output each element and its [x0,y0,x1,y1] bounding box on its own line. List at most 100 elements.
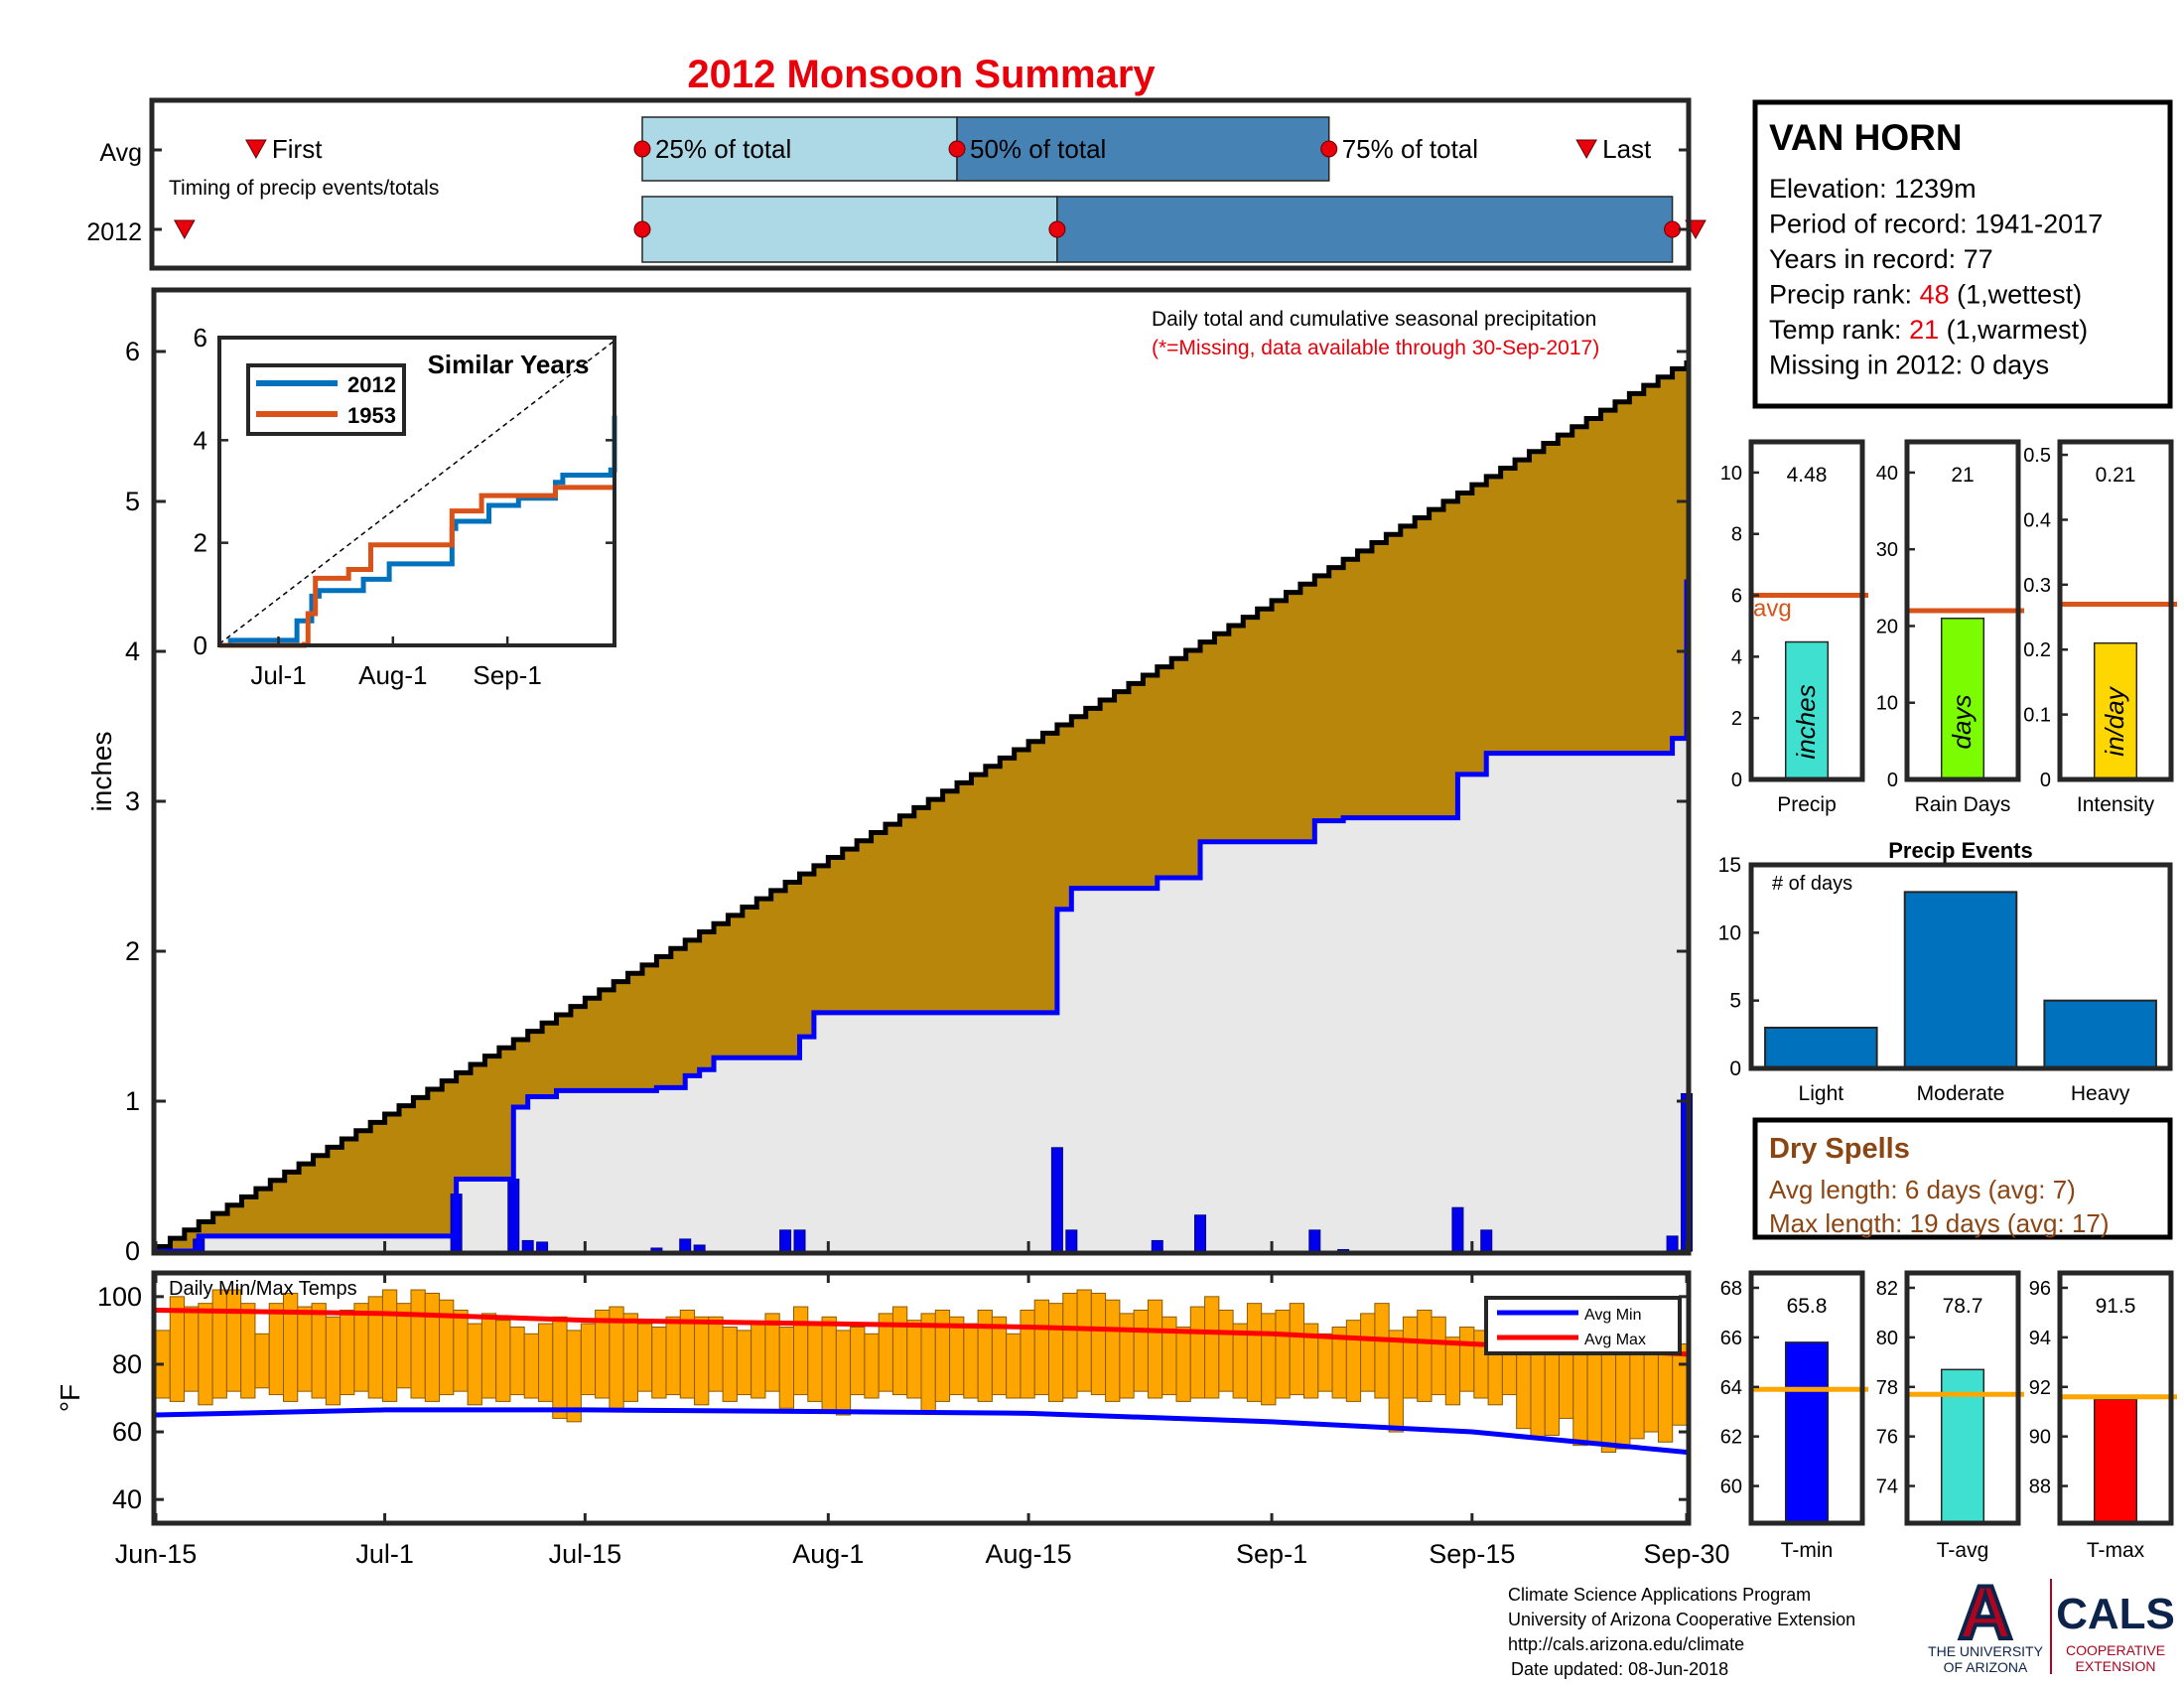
timing-bar-25-50 [641,116,958,182]
summary-y-tick-label: 0 [1887,770,1898,791]
summary-value-label: 78.7 [1943,1295,1983,1318]
precip-events-frame [1748,862,2173,1071]
temp-legend: Avg Min Avg Max [1484,1296,1682,1355]
legend-label-avg-min: Avg Min [1584,1307,1642,1324]
daily-precip-bar [793,1229,806,1252]
main-plot-frame [151,287,1692,1256]
station-details: Elevation: 1239m Period of record: 1941-2… [1769,174,2103,380]
daily-temp-bar [1020,1309,1035,1399]
timing-panel: First Last 25% of total 50% of total 75% of … [86,97,1706,271]
timing-pct-label: 50% of total [970,134,1106,164]
date-axis-label: Aug-1 [792,1539,864,1569]
figure-title: 2012 Monsoon Summary [687,53,1156,96]
daily-temp-bar [495,1320,511,1402]
summary-category-label: Intensity [2077,793,2155,816]
timing-pct-marker [633,140,651,158]
daily-temp-bar [821,1316,837,1413]
daily-temp-bar [1062,1292,1078,1399]
daily-temp-bar [807,1323,823,1402]
station-detail-line: Precip rank: 48 (1,wettest) [1769,280,2082,310]
daily-temp-bar [651,1326,667,1399]
daily-temp-bar [1090,1292,1107,1396]
daily-temp-bar [1275,1309,1291,1399]
station-name: VAN HORN [1769,117,1963,158]
main-y-tick-label: 6 [125,337,140,366]
daily-temp-bar [595,1309,611,1399]
daily-temp-bar [580,1323,597,1396]
daily-temp-bar [1105,1299,1121,1402]
dry-spells: Dry Spells Avg length: 6 days (avg: 7) M… [1752,1117,2173,1240]
dry-spells-frame [1752,1117,2173,1240]
timing-pct-label: 25% of total [655,134,791,164]
summary-y-tick-label: 0.1 [2023,705,2051,727]
daily-temp-bar [708,1316,724,1392]
timing-subtitle: Timing of precip events/totals [169,177,439,200]
daily-temp-bar [1048,1303,1064,1402]
summary-value-label: 91.5 [2096,1295,2136,1318]
daily-temp-bar [906,1320,922,1399]
summary-panel-frame [1904,1270,2021,1526]
precip-events-y-tick-label: 0 [1729,1057,1741,1080]
summary-y-tick-label: 30 [1876,539,1898,561]
daily-temp-bar [1246,1303,1263,1402]
daily-temp-bar [325,1316,341,1406]
daily-temp-bar [949,1316,965,1396]
temp-y-tick-label: 80 [112,1349,142,1379]
daily-temp-bar [453,1309,469,1392]
daily-temp-bar [509,1326,525,1396]
precip-events-y-tick-label: 15 [1718,854,1741,877]
daily-temp-bar [1388,1330,1404,1433]
main-y-tick-label: 0 [125,1236,140,1266]
temp-y-axis-label: °F [55,1384,85,1412]
inset-x-tick-label: Aug-1 [358,660,427,690]
daily-precip-bar [1666,1235,1679,1252]
ua-logo: A THE UNIVERSITY OF ARIZONA [1928,1569,2044,1675]
temp-annotation: Daily Min/Max Temps [169,1278,357,1300]
temp-summary-panels: 65.8 60 62 64 66 68 T-min 78.7 74 76 78 80 82 T-avg 91… [1720,1270,2177,1562]
summary-y-tick-label: 8 [1731,524,1742,546]
summary-panel-frame [2057,439,2174,782]
daily-precip-bar [536,1241,549,1252]
daily-temp-bar [1289,1303,1304,1396]
daily-temp-bar [297,1306,313,1392]
timing-first-marker [173,219,196,240]
daily-temp-bar [1417,1309,1433,1402]
timing-last-marker [1575,139,1597,160]
daily-temp-bar [793,1306,809,1396]
temp-plot-area [155,1289,1688,1455]
daily-precip-bar [1308,1229,1321,1252]
summary-y-tick-label: 0 [1731,770,1742,791]
timing-row-label-avg: Avg [99,139,142,167]
cumulative-2012-line [156,579,1690,1254]
daily-temp-bar [1006,1333,1022,1399]
summary-unit-label: inches [1791,684,1821,759]
daily-temp-bar [1444,1336,1461,1406]
inset-legend: 2012 1953 [246,363,406,436]
summary-panel-precip: 4.48 0 2 4 6 8 10 inches avg Precip [1720,439,1868,816]
summary-category-label: Rain Days [1915,793,2011,816]
summary-value-label: 65.8 [1787,1295,1828,1318]
footer-line-program: Climate Science Applications Program [1508,1585,1811,1605]
date-axis-label: Aug-15 [986,1539,1072,1569]
daily-temp-bar [835,1330,852,1416]
timing-pct-marker [1664,220,1682,238]
temp-plot-frame [151,1270,1692,1526]
station-detail-line: Missing in 2012: 0 days [1769,351,2049,380]
summary-y-tick-label: 88 [2029,1477,2051,1498]
summary-panel-frame [1904,439,2021,782]
date-axis-label: Sep-15 [1429,1539,1515,1569]
temp-y-tick-label: 40 [112,1484,142,1514]
daily-temp-bar [1345,1320,1362,1402]
summary-category-label: T-avg [1937,1539,1989,1562]
daily-temp-bar [1076,1289,1092,1392]
daily-temp-bar [920,1313,936,1413]
cals-logo: CALS COOPERATIVE EXTENSION [2056,1590,2175,1674]
date-axis-labels: Jun-15 Jul-1 Jul-15 Aug-1 Aug-15 Sep-1 Sep-15 S… [115,1539,1730,1569]
summary-y-tick-label: 0.5 [2023,445,2051,467]
summary-category-label: T-min [1781,1539,1834,1562]
daily-temp-bar [1431,1316,1446,1396]
summary-y-tick-label: 80 [1876,1328,1898,1349]
daily-temp-bar [254,1333,270,1389]
daily-temp-bar [1374,1303,1390,1399]
precip-events-category-label: Light [1799,1082,1844,1105]
